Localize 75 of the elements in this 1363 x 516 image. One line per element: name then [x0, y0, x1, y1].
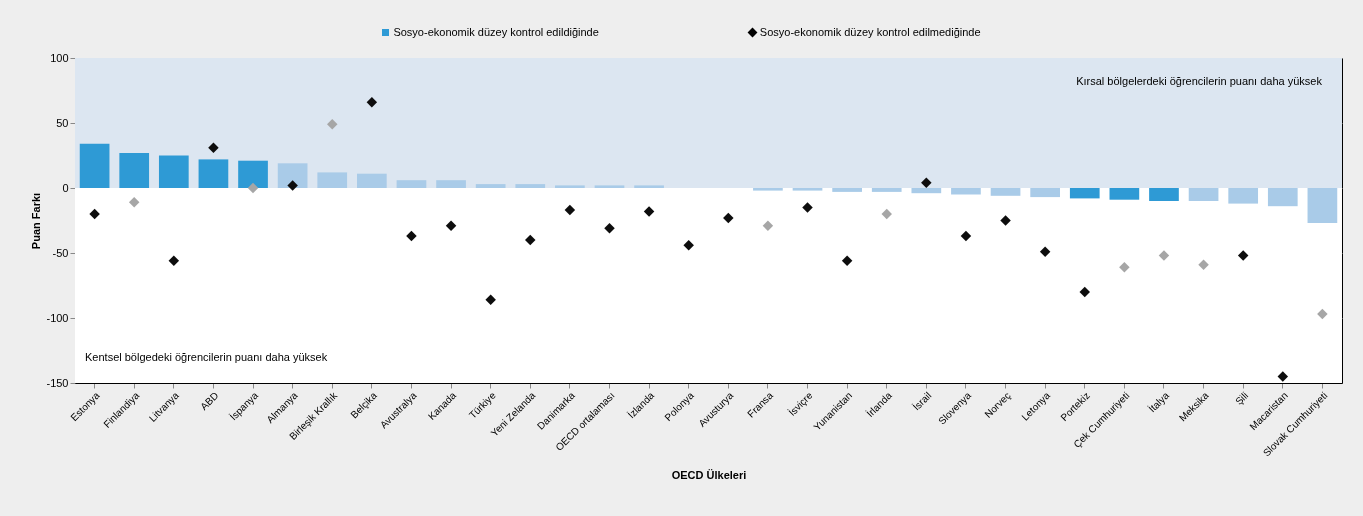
legend-label: Sosyo-ekonomik düzey kontrol edilmediğinde [759, 26, 981, 38]
bar [634, 185, 664, 188]
point [1000, 215, 1011, 226]
bar [317, 172, 348, 188]
bar [515, 184, 546, 188]
point [406, 230, 417, 242]
point [1039, 246, 1051, 257]
bar [990, 188, 1021, 196]
point [1198, 259, 1209, 270]
point [841, 255, 853, 267]
band-label: Kırsal bölgelerdeki öğrencilerin puanı daha yüksek [1076, 75, 1323, 87]
bar [911, 188, 942, 194]
point [683, 239, 694, 251]
point [525, 234, 536, 246]
bar [475, 184, 506, 188]
bar [871, 188, 902, 192]
y-tick-label: 100 [50, 51, 69, 64]
bar [436, 180, 466, 188]
point [643, 206, 655, 217]
bar [753, 188, 783, 191]
band-label: Kentsel bölgedeki öğrencilerin puanı daha yüksek [85, 351, 328, 363]
y-tick-label: 0 [62, 181, 69, 194]
x-axis-title: OECD Ülkeleri [671, 469, 747, 482]
point [247, 182, 259, 194]
point [762, 220, 774, 231]
point [445, 220, 457, 231]
point [1158, 250, 1170, 261]
point [89, 208, 100, 220]
point [1277, 371, 1289, 382]
point [1119, 262, 1130, 273]
point [960, 230, 972, 242]
point [723, 212, 734, 224]
bar [1109, 188, 1140, 200]
legend-label: Sosyo-ekonomik düzey kontrol edildiğinde [393, 26, 599, 38]
bar [198, 159, 229, 188]
bar [1149, 188, 1179, 201]
y-tick-label: -150 [46, 376, 69, 389]
bar [555, 185, 585, 188]
y-axis-title: Puan Farkı [30, 192, 43, 250]
point [802, 202, 813, 213]
point [366, 96, 378, 108]
bar [238, 160, 268, 188]
point [921, 177, 932, 189]
point [1079, 286, 1090, 298]
bar [277, 163, 308, 188]
bar [1030, 188, 1060, 198]
point [327, 119, 338, 130]
point [485, 294, 496, 306]
point [1317, 308, 1328, 320]
bar [594, 185, 625, 188]
y-tick-label: 50 [56, 116, 69, 129]
bar [79, 143, 110, 188]
y-tick-label: -50 [52, 246, 69, 259]
bar [357, 173, 387, 188]
bar [951, 188, 981, 195]
y-tick-label: -100 [46, 311, 69, 324]
bar [792, 188, 823, 191]
bar [119, 152, 150, 188]
bar [1228, 188, 1259, 204]
point [1237, 250, 1249, 261]
bar [1307, 188, 1338, 224]
point [564, 204, 576, 216]
bar [396, 180, 427, 188]
x-tick-label: Şili [1233, 389, 1251, 408]
point [208, 142, 219, 153]
point [128, 197, 140, 208]
bar [1069, 188, 1100, 199]
point [881, 208, 892, 220]
bar [1267, 188, 1298, 207]
bar [1188, 188, 1219, 201]
bar [158, 155, 189, 188]
bar [832, 188, 862, 192]
point [604, 223, 615, 234]
point [168, 255, 180, 267]
point [287, 180, 298, 191]
